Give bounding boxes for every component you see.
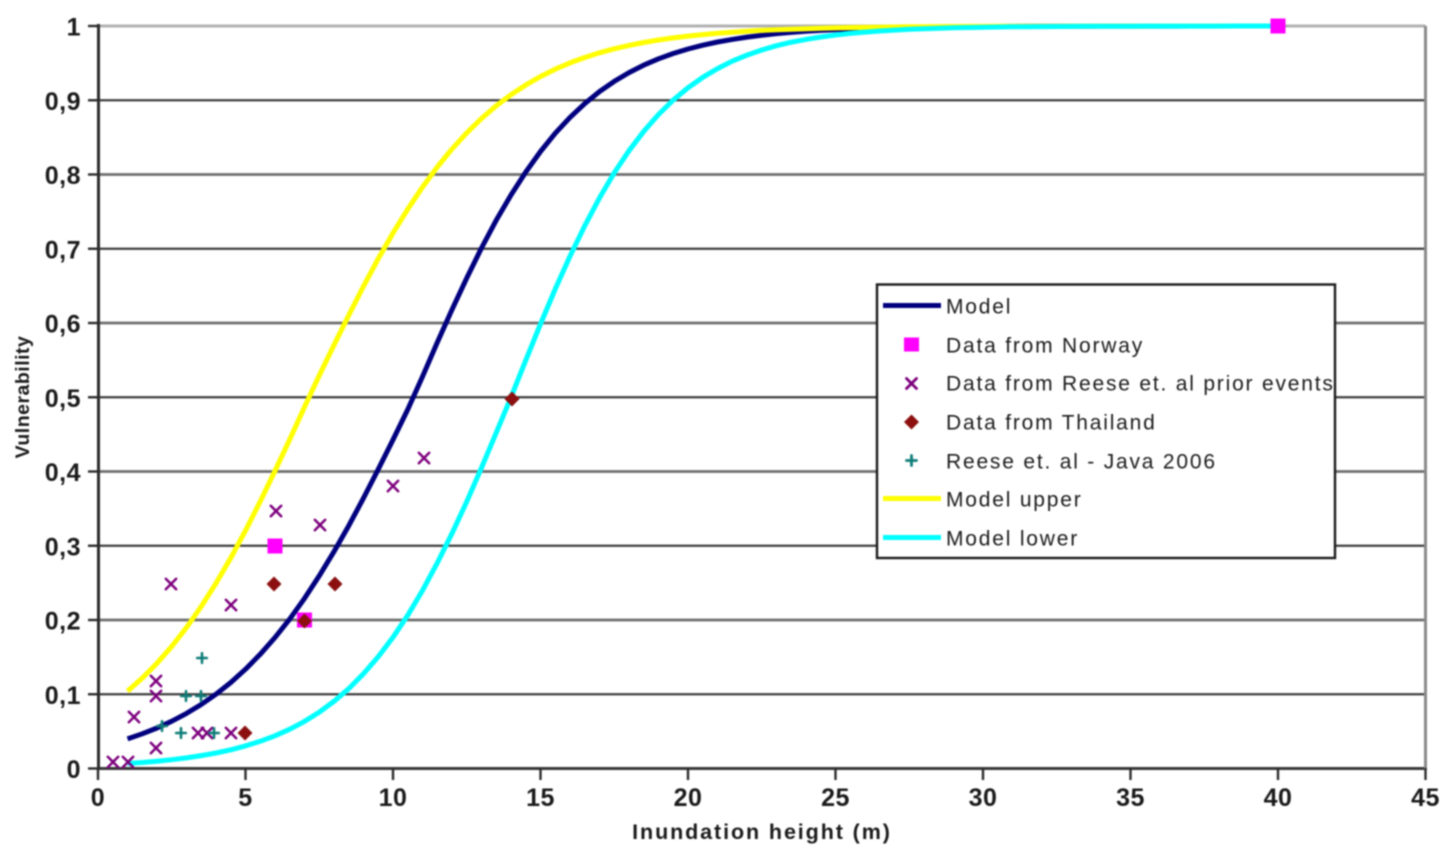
svg-text:Inundation height (m): Inundation height (m): [632, 820, 892, 844]
svg-text:0,2: 0,2: [45, 608, 81, 636]
svg-text:5: 5: [238, 784, 252, 812]
svg-text:40: 40: [1264, 784, 1293, 812]
svg-text:15: 15: [526, 784, 555, 812]
svg-text:Reese et. al - Java 2006: Reese et. al - Java 2006: [946, 451, 1217, 474]
svg-text:45: 45: [1411, 784, 1440, 812]
svg-text:0: 0: [91, 784, 105, 812]
svg-text:Data from Reese et. al prior e: Data from Reese et. al prior events: [946, 373, 1335, 396]
svg-text:35: 35: [1116, 784, 1145, 812]
svg-text:Model lower: Model lower: [946, 528, 1079, 551]
svg-text:0,6: 0,6: [45, 311, 81, 339]
svg-text:0,8: 0,8: [45, 162, 81, 190]
svg-text:30: 30: [969, 784, 998, 812]
svg-text:1: 1: [67, 14, 81, 42]
svg-text:Data from Thailand: Data from Thailand: [946, 412, 1157, 435]
svg-text:Model upper: Model upper: [946, 489, 1083, 512]
svg-text:25: 25: [821, 784, 850, 812]
svg-text:10: 10: [379, 784, 408, 812]
svg-text:0: 0: [67, 756, 81, 784]
svg-text:0,5: 0,5: [45, 385, 81, 413]
svg-text:0,9: 0,9: [45, 88, 81, 116]
svg-text:Vulnerability: Vulnerability: [12, 336, 34, 459]
svg-text:Model: Model: [946, 296, 1012, 319]
svg-text:Data from Norway: Data from Norway: [946, 335, 1144, 358]
svg-text:0,1: 0,1: [45, 682, 81, 710]
svg-text:0,4: 0,4: [45, 459, 81, 487]
svg-text:0,3: 0,3: [45, 533, 81, 561]
svg-text:0,7: 0,7: [45, 236, 81, 264]
svg-text:20: 20: [674, 784, 703, 812]
